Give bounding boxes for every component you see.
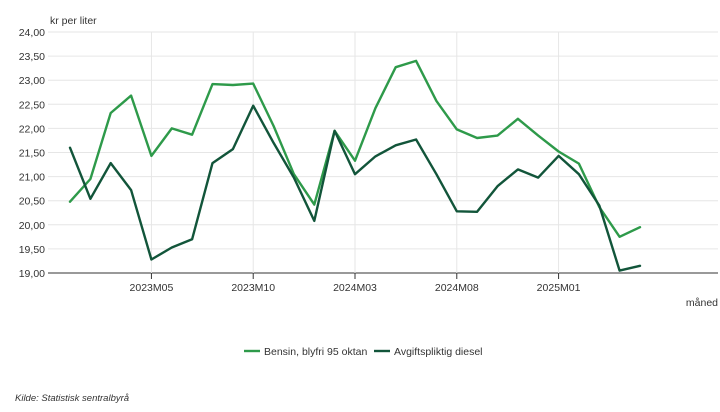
y-tick-label: 22,50	[19, 99, 45, 111]
source-note: Kilde: Statistisk sentralbyrå	[15, 393, 129, 404]
y-tick-label: 19,50	[19, 244, 45, 256]
legend-label-2: Avgiftspliktig diesel	[394, 346, 483, 358]
series-line-1	[68, 59, 642, 239]
y-tick-label: 23,00	[19, 75, 45, 87]
y-tick-label: 21,50	[19, 148, 45, 160]
legend-label-1: Bensin, blyfri 95 oktan	[264, 346, 367, 358]
legend: Bensin, blyfri 95 oktan Avgiftspliktig di…	[244, 346, 483, 358]
x-axis-title: måned	[686, 297, 718, 309]
x-tick-label: 2023M05	[130, 282, 174, 294]
y-tick-label: 19,00	[19, 268, 45, 280]
x-axis-ticks: 2023M05 2023M10 2024M03 2024M08 2025M01	[130, 273, 581, 294]
series-lines	[68, 59, 642, 272]
y-tick-label: 20,00	[19, 220, 45, 232]
y-tick-label: 22,00	[19, 123, 45, 135]
y-tick-label: 20,50	[19, 196, 45, 208]
x-tick-label: 2024M03	[333, 282, 377, 294]
y-tick-label: 21,00	[19, 172, 45, 184]
y-tick-label: 23,50	[19, 51, 45, 63]
y-axis-ticks: 19,00 19,50 20,00 20,50 21,00 21,50 22,00 22,50…	[19, 27, 45, 280]
x-tick-label: 2023M10	[231, 282, 275, 294]
x-tick-label: 2024M08	[435, 282, 479, 294]
y-axis-title: kr per liter	[50, 15, 97, 27]
y-tick-label: 24,00	[19, 27, 45, 39]
x-tick-label: 2025M01	[537, 282, 581, 294]
series-line-2	[68, 104, 642, 272]
